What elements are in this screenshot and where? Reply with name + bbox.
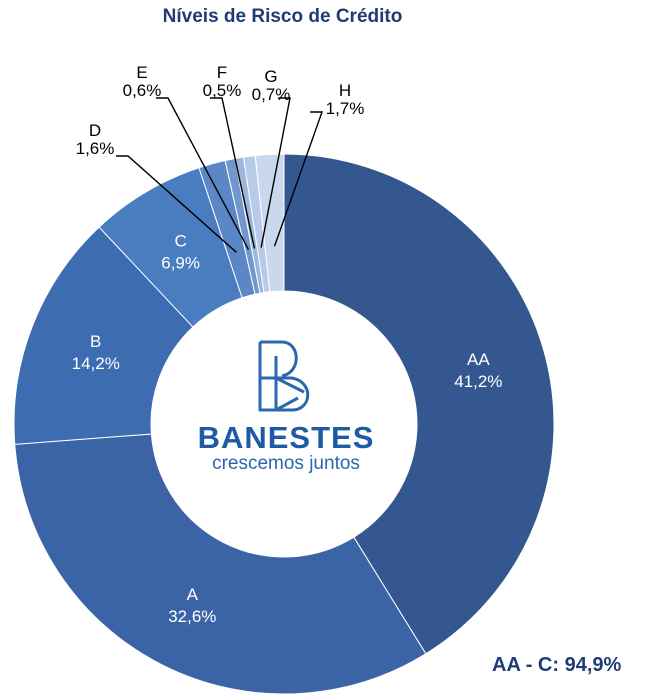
leader-line-f xyxy=(210,97,256,249)
slice-a xyxy=(14,433,427,695)
slice-b xyxy=(13,226,194,445)
logo-wordmark: BANESTES xyxy=(197,420,375,455)
leader-line-d xyxy=(116,155,237,253)
value-label-c: 6,9% xyxy=(161,253,200,272)
value-label-a: 32,6% xyxy=(168,607,216,626)
category-label-e: E xyxy=(136,63,147,82)
banestes-logo: BANESTES crescemos juntos xyxy=(151,336,421,476)
category-label-f: F xyxy=(217,63,227,82)
value-label-d: 1,6% xyxy=(76,139,115,158)
slice-aa xyxy=(283,153,555,655)
value-label-e: 0,6% xyxy=(123,81,162,100)
value-label-b: 14,2% xyxy=(72,354,120,373)
leader-line-h xyxy=(273,111,323,247)
leader-line-g xyxy=(260,97,291,248)
slice-h xyxy=(254,153,285,293)
logo-tagline: crescemos juntos xyxy=(212,453,360,474)
category-label-h: H xyxy=(339,81,351,100)
category-label-c: C xyxy=(174,231,186,250)
category-label-b: B xyxy=(90,332,101,351)
category-label-g: G xyxy=(264,67,277,86)
value-label-g: 0,7% xyxy=(252,85,291,104)
category-label-a: A xyxy=(187,585,199,604)
leader-line-e xyxy=(156,97,250,250)
chart-title: Níveis de Risco de Crédito xyxy=(162,6,403,27)
category-label-d: D xyxy=(89,121,101,140)
summary-total-label: AA - C: 94,9% xyxy=(492,654,622,676)
category-label-aa: AA xyxy=(467,350,490,369)
value-label-f: 0,5% xyxy=(203,81,242,100)
banestes-b-emblem-icon xyxy=(258,340,310,412)
value-label-h: 1,7% xyxy=(326,99,365,118)
value-label-aa: 41,2% xyxy=(454,372,502,391)
